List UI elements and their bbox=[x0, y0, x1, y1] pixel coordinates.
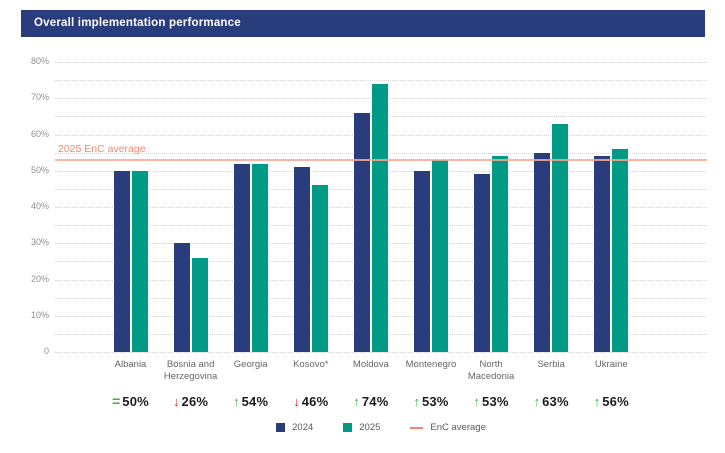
up-indicator-icon: ↑ bbox=[413, 394, 420, 409]
up-indicator-icon: ↑ bbox=[533, 394, 541, 409]
gridline bbox=[55, 62, 707, 63]
legend-swatch-2024 bbox=[276, 423, 286, 432]
equal-indicator-icon: = bbox=[112, 393, 121, 409]
legend-line-swatch bbox=[410, 426, 424, 429]
down-indicator-icon: ↓ bbox=[173, 394, 180, 409]
chart-title: Overall implementation performance bbox=[34, 17, 241, 29]
up-indicator-icon: ↑ bbox=[593, 394, 601, 409]
summary-value: 53% bbox=[421, 394, 449, 409]
summary-item: ↑ 54% bbox=[206, 393, 296, 411]
summary-value: 26% bbox=[181, 394, 209, 409]
category-label: Georgia bbox=[233, 359, 268, 370]
bar-2024-north-macedonia bbox=[474, 174, 491, 352]
bar-2024-serbia bbox=[534, 152, 551, 352]
category-label: Kosovo* bbox=[293, 359, 329, 370]
bar-2024-albania bbox=[113, 170, 130, 352]
summary-item: ↑ 53% bbox=[446, 393, 536, 411]
summary-item: ↑ 74% bbox=[326, 393, 416, 411]
summary-item: ↓ 46% bbox=[266, 393, 356, 411]
legend-label: 2025 bbox=[359, 422, 381, 433]
down-indicator-icon: ↓ bbox=[293, 394, 300, 409]
summary-item: = 50% bbox=[86, 393, 176, 411]
legend-label: 2024 bbox=[292, 422, 314, 433]
category-label: Bosnia and Herzegovina bbox=[163, 359, 218, 382]
bar-2025-montenegro bbox=[432, 159, 448, 352]
bar-2025-albania bbox=[131, 170, 148, 352]
bar-2025-bosnia-and-herzegovina bbox=[191, 257, 208, 352]
y-axis-tick-label: 20% bbox=[30, 273, 49, 284]
summary-item: ↑ 53% bbox=[386, 393, 476, 411]
gridline bbox=[55, 80, 707, 82]
enc-average-line bbox=[55, 158, 707, 161]
y-axis-tick-label: 40% bbox=[30, 201, 49, 211]
category-label: Moldova bbox=[352, 359, 389, 370]
y-axis-tick-label: 80% bbox=[30, 56, 49, 66]
category-label: Albania bbox=[114, 359, 147, 370]
bar-2024-georgia bbox=[233, 163, 250, 352]
summary-value: 46% bbox=[301, 394, 329, 409]
up-indicator-icon: ↑ bbox=[233, 394, 240, 409]
y-axis-tick-label: 70% bbox=[30, 92, 49, 103]
y-axis-tick-label: 60% bbox=[30, 128, 49, 139]
summary-item: ↑ 56% bbox=[566, 393, 656, 411]
bar-2025-moldova bbox=[371, 83, 388, 352]
bar-2024-ukraine bbox=[594, 156, 611, 352]
summary-value: 63% bbox=[542, 394, 569, 409]
summary-value: 54% bbox=[241, 394, 269, 409]
category-label: Montenegro bbox=[405, 359, 457, 370]
y-axis-tick-label: 30% bbox=[30, 237, 49, 248]
summary-value: 53% bbox=[482, 394, 509, 409]
bar-2025-serbia bbox=[552, 123, 569, 352]
bar-2025-kosovo- bbox=[311, 185, 328, 352]
chart-title-banner: Overall implementation performance bbox=[21, 10, 705, 37]
category-label: Ukraine bbox=[594, 359, 628, 370]
gridline bbox=[55, 352, 707, 353]
legend: 2024 2025 EnC average bbox=[55, 422, 707, 433]
summary-item: ↑ 63% bbox=[506, 393, 596, 411]
legend-swatch-2025 bbox=[343, 423, 353, 432]
legend-item-enc-average: EnC average bbox=[410, 422, 486, 433]
bar-2025-north-macedonia bbox=[492, 156, 509, 352]
summary-value: 74% bbox=[361, 394, 389, 409]
bar-2025-ukraine bbox=[612, 149, 629, 352]
legend-label: EnC average bbox=[430, 422, 486, 433]
summary-value: 50% bbox=[122, 394, 149, 409]
bar-2025-georgia bbox=[251, 163, 268, 352]
bar-2024-kosovo- bbox=[293, 167, 310, 352]
enc-average-label: 2025 EnC average bbox=[58, 142, 146, 155]
bar-2024-moldova bbox=[353, 112, 370, 352]
summary-value: 56% bbox=[602, 394, 629, 409]
category-label: Serbia bbox=[537, 359, 565, 370]
bar-chart: 0 10% 20% 30% 40% 50% 60% 70% 80% 2025 EnC averag… bbox=[31, 56, 707, 433]
y-axis-tick-label: 10% bbox=[30, 309, 49, 320]
category-label: North Macedonia bbox=[467, 359, 515, 382]
up-indicator-icon: ↑ bbox=[473, 394, 481, 409]
y-axis-tick-label: 0 bbox=[43, 346, 49, 356]
legend-item-2024: 2024 bbox=[276, 422, 313, 433]
legend-item-2025: 2025 bbox=[343, 422, 380, 433]
up-indicator-icon: ↑ bbox=[353, 394, 360, 409]
bar-2024-bosnia-and-herzegovina bbox=[173, 243, 190, 352]
y-axis-tick-label: 50% bbox=[30, 164, 49, 175]
summary-item: ↓ 26% bbox=[146, 393, 236, 411]
bar-2024-montenegro bbox=[414, 170, 430, 352]
